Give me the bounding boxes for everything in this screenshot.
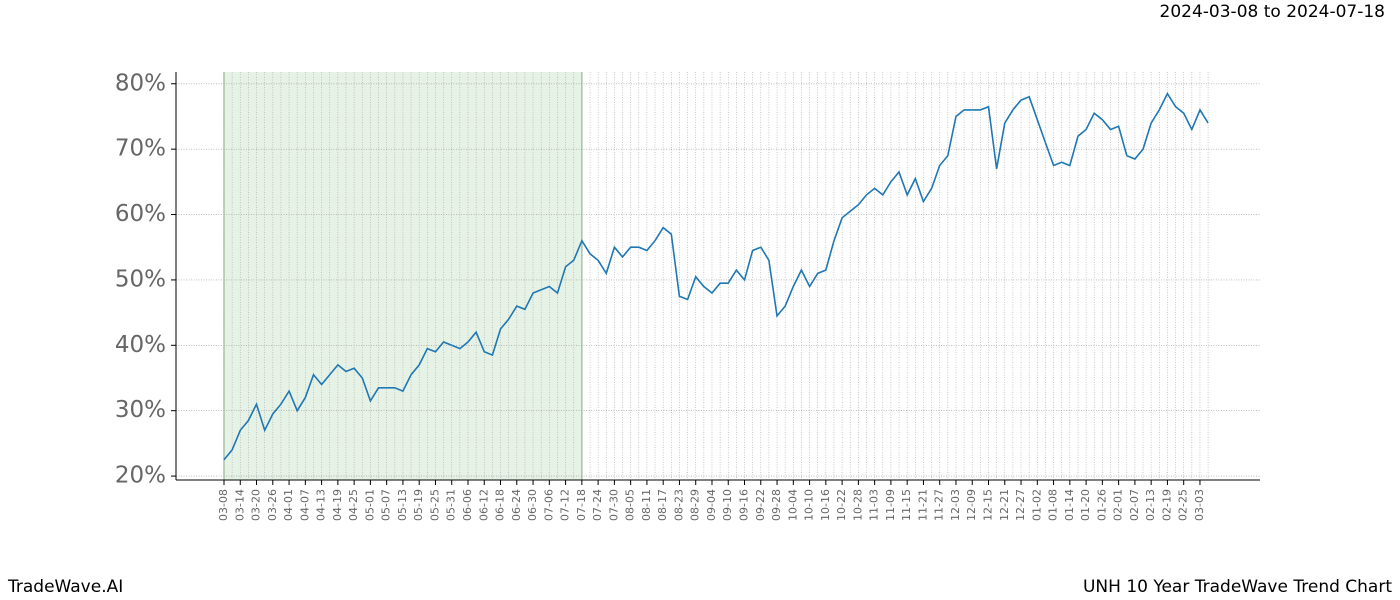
- x-tick-label: 03-26: [266, 489, 279, 521]
- x-tick-label: 08-11: [640, 489, 653, 521]
- x-tick-label: 02-01: [1112, 489, 1125, 521]
- x-tick-label: 01-26: [1095, 489, 1108, 521]
- x-tick-label: 05-07: [380, 489, 393, 521]
- x-tick-label: 03-20: [250, 489, 263, 521]
- x-tick-label: 04-25: [347, 489, 360, 521]
- x-tick-label: 04-01: [282, 489, 295, 521]
- x-tick-label: 06-18: [494, 489, 507, 521]
- y-tick-label: 40%: [115, 332, 166, 358]
- x-tick-label: 10-28: [851, 489, 864, 521]
- x-tick-label: 06-30: [526, 489, 539, 521]
- x-tick-label: 05-19: [412, 489, 425, 521]
- x-tick-label: 07-30: [607, 489, 620, 521]
- x-tick-label: 09-22: [754, 489, 767, 521]
- x-tick-label: 11-21: [916, 489, 929, 521]
- x-tick-label: 08-05: [624, 489, 637, 521]
- x-tick-label: 09-10: [721, 489, 734, 521]
- x-tick-label: 07-18: [575, 489, 588, 521]
- x-tick-label: 01-08: [1047, 489, 1060, 521]
- y-tick-label: 70%: [115, 136, 166, 162]
- shaded-region: [224, 72, 582, 480]
- x-tick-label: 07-24: [591, 489, 604, 521]
- x-tick-label: 06-06: [461, 489, 474, 521]
- x-tick-label: 01-02: [1030, 489, 1043, 521]
- footer-right: UNH 10 Year TradeWave Trend Chart: [1083, 577, 1392, 597]
- x-tick-label: 12-27: [1014, 489, 1027, 521]
- x-tick-label: 09-04: [705, 489, 718, 521]
- x-tick-label: 11-27: [933, 489, 946, 521]
- y-tick-label: 50%: [115, 266, 166, 292]
- x-tick-label: 10-16: [819, 489, 832, 521]
- x-tick-label: 11-15: [900, 489, 913, 521]
- y-tick-label: 20%: [115, 463, 166, 489]
- x-tick-label: 02-13: [1144, 489, 1157, 521]
- x-tick-label: 10-10: [803, 489, 816, 521]
- x-tick-label: 06-12: [477, 489, 490, 521]
- x-tick-label: 04-19: [331, 489, 344, 521]
- x-tick-label: 05-25: [428, 489, 441, 521]
- x-tick-label: 10-04: [786, 489, 799, 521]
- x-tick-label: 02-07: [1128, 489, 1141, 521]
- x-tick-label: 03-08: [217, 489, 230, 521]
- x-tick-label: 10-22: [835, 489, 848, 521]
- x-tick-label: 12-21: [998, 489, 1011, 521]
- x-tick-label: 02-19: [1160, 489, 1173, 521]
- x-tick-label: 12-15: [982, 489, 995, 521]
- x-tick-label: 08-17: [656, 489, 669, 521]
- x-tick-label: 11-09: [884, 489, 897, 521]
- x-tick-label: 05-01: [363, 489, 376, 521]
- x-tick-label: 04-13: [315, 489, 328, 521]
- x-tick-label: 04-07: [298, 489, 311, 521]
- x-tick-label: 08-23: [672, 489, 685, 521]
- x-tick-label: 09-16: [738, 489, 751, 521]
- x-tick-label: 01-14: [1063, 489, 1076, 521]
- y-tick-label: 80%: [115, 70, 166, 96]
- y-tick-label: 30%: [115, 397, 166, 423]
- data-line: [223, 91, 1209, 461]
- x-tick-label: 09-28: [770, 489, 783, 521]
- x-tick-label: 02-25: [1177, 489, 1190, 521]
- y-tick-label: 60%: [115, 201, 166, 227]
- x-tick-label: 05-13: [396, 489, 409, 521]
- x-tick-label: 07-12: [559, 489, 572, 521]
- x-tick-label: 11-03: [868, 489, 881, 521]
- x-tick-label: 06-24: [510, 489, 523, 521]
- footer-left: TradeWave.AI: [7, 577, 123, 597]
- x-tick-label: 08-29: [689, 489, 702, 521]
- x-tick-label: 03-03: [1193, 489, 1206, 521]
- x-tick-label: 07-06: [542, 489, 555, 521]
- x-tick-label: 12-09: [965, 489, 978, 521]
- x-tick-label: 05-31: [445, 489, 458, 521]
- chart-title: 2024-03-08 to 2024-07-18: [1160, 2, 1385, 22]
- x-tick-label: 03-14: [233, 489, 246, 521]
- x-tick-label: 12-03: [949, 489, 962, 521]
- x-tick-label: 01-20: [1079, 489, 1092, 521]
